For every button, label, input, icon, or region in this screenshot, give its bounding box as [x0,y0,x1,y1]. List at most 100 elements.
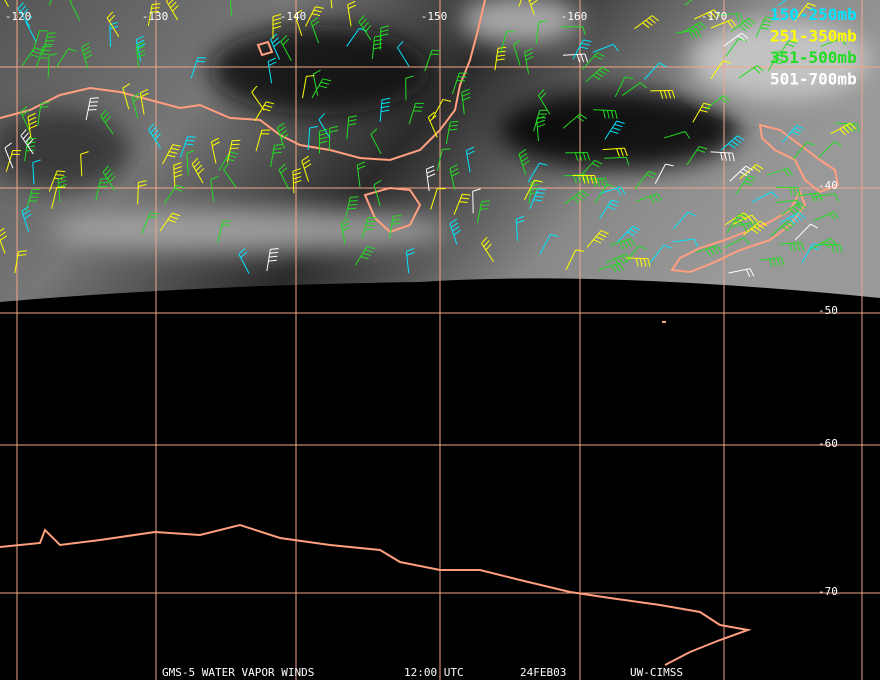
barb-stroke [747,216,755,224]
wind-barb [500,31,515,53]
barb-stroke [734,220,743,224]
wind-barb [122,83,131,110]
wind-barb [723,32,749,47]
barb-stroke [381,97,391,101]
barb-stroke [211,137,220,143]
barb-stroke [472,188,481,192]
barb-stroke [629,228,638,234]
wind-barb [21,206,32,233]
barb-stroke [20,129,27,137]
barb-stroke [302,159,311,165]
wind-barb [80,151,89,177]
wind-barb [445,120,459,144]
wind-barb [17,2,31,28]
barb-stroke [834,193,839,202]
barb-stroke [131,92,140,98]
wind-barb [605,253,632,266]
barb-stroke [138,180,147,184]
wind-barb [518,149,530,176]
barb-stroke [460,197,470,200]
barb-stroke [796,199,801,208]
barb-stroke [137,43,146,49]
barb-stroke [268,61,277,66]
latitude-label: -50 [818,304,838,317]
barb-stroke [574,152,579,161]
barb-stroke [768,258,773,267]
barb-stroke [622,82,641,96]
barb-stroke [665,163,674,167]
barb-stroke [301,155,309,162]
barb-stroke [0,231,6,237]
barb-stroke [102,112,109,120]
barb-stroke [152,3,161,5]
barb-stroke [329,129,338,133]
wind-barb [518,0,522,7]
barb-stroke [536,119,545,124]
barb-stroke [69,0,81,22]
barb-stroke [278,126,286,132]
wind-barb [515,215,525,242]
longitude-label: -120 [5,10,32,23]
barb-stroke [786,43,795,48]
barb-stroke [431,99,444,120]
barb-stroke [611,199,620,204]
barb-stroke [25,21,37,42]
barb-stroke [593,239,602,244]
wind-barb [162,144,182,165]
wind-barb [55,48,77,68]
barb-stroke [225,158,235,162]
barb-stroke [530,187,539,191]
wind-barb [725,38,747,57]
wind-barb [358,15,372,41]
barb-stroke [595,72,604,78]
barb-stroke [516,215,525,220]
barb-stroke [696,149,706,153]
barb-stroke [576,116,584,122]
barb-stroke [312,69,321,75]
barb-stroke [583,39,592,43]
barb-stroke [513,44,521,66]
barb-stroke [716,245,723,253]
barb-stroke [20,106,28,113]
barb-stroke [839,128,846,136]
barb-stroke [572,197,580,204]
wind-barb [731,214,758,226]
barb-stroke [381,105,390,109]
barb-stroke [776,257,781,266]
wind-barb [528,0,538,15]
barb-stroke [69,0,73,2]
barb-stroke [17,2,24,9]
barb-stroke [536,191,545,194]
barb-stroke [500,31,508,53]
barb-stroke [4,0,9,7]
barb-stroke [140,88,149,94]
barb-stroke [266,101,275,105]
barb-stroke [839,244,843,253]
barb-stroke [40,105,49,109]
barb-stroke [240,251,248,259]
barb-stroke [311,13,321,16]
barb-stroke [373,180,382,186]
barb-stroke [329,125,338,129]
barb-stroke [624,245,640,264]
barb-stroke [154,133,161,140]
barb-stroke [430,53,439,56]
wind-barb [730,18,756,32]
barb-stroke [742,224,748,232]
barb-stroke [55,48,69,68]
barb-stroke [833,211,840,219]
barb-stroke [17,254,27,256]
barb-stroke [722,95,730,101]
wind-barb [465,146,475,173]
barb-stroke [591,162,600,168]
barb-stroke [167,154,176,158]
wind-barb [42,32,57,55]
barb-stroke [29,53,39,58]
barb-stroke [173,162,182,166]
barb-stroke [380,25,389,29]
wind-barb [51,186,66,209]
wind-barb [14,250,27,274]
wind-barb [752,191,778,203]
barb-stroke [152,129,159,137]
